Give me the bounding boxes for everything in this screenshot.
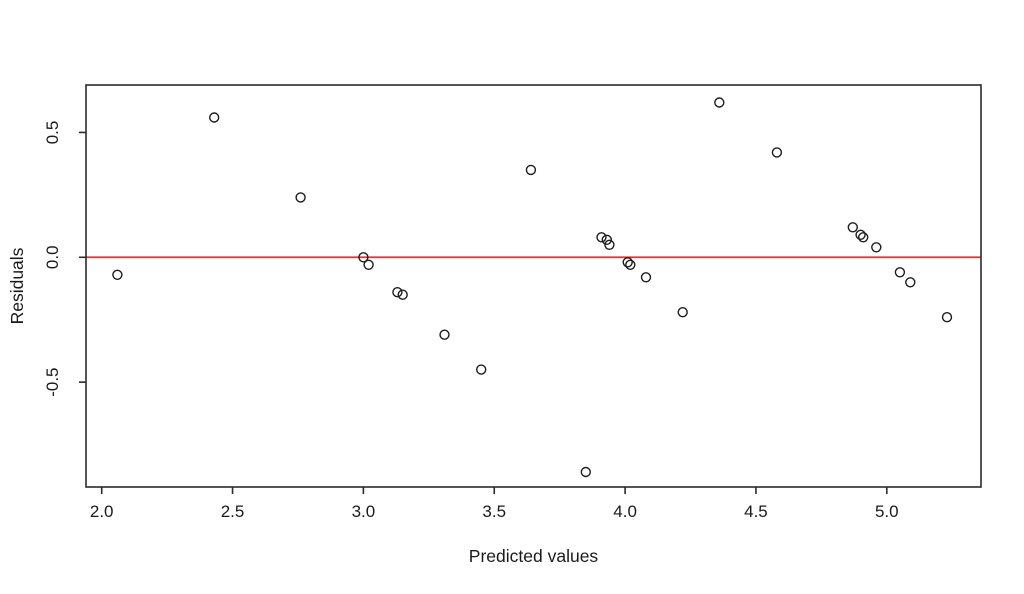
plot-border bbox=[85, 84, 982, 488]
y-tick-label: -0.5 bbox=[43, 367, 62, 396]
data-point bbox=[295, 192, 306, 203]
y-tick-label: 0.0 bbox=[43, 245, 62, 269]
data-point bbox=[358, 252, 369, 263]
data-point bbox=[397, 289, 408, 300]
data-point bbox=[847, 222, 858, 233]
data-point bbox=[363, 259, 374, 270]
x-tick-label: 3.0 bbox=[352, 502, 376, 521]
data-point bbox=[580, 466, 591, 478]
data-point bbox=[604, 239, 615, 251]
x-tick-label: 2.5 bbox=[221, 502, 245, 521]
data-point bbox=[677, 307, 688, 318]
data-point bbox=[208, 112, 220, 123]
x-tick-label: 4.0 bbox=[613, 502, 637, 521]
data-point bbox=[601, 234, 612, 246]
x-tick-label: 3.5 bbox=[482, 502, 506, 521]
data-point bbox=[625, 259, 636, 270]
data-point bbox=[771, 147, 783, 158]
x-tick-label: 2.0 bbox=[90, 502, 114, 521]
data-point bbox=[439, 329, 450, 340]
x-tick-label: 5.0 bbox=[875, 502, 899, 521]
data-point bbox=[905, 277, 916, 288]
y-tick-label: 0.5 bbox=[43, 121, 62, 145]
data-point bbox=[112, 269, 123, 280]
data-point bbox=[714, 97, 725, 108]
x-axis-title: Predicted values bbox=[469, 546, 599, 566]
y-axis-title: Residuals bbox=[7, 247, 27, 324]
data-point bbox=[855, 229, 866, 241]
data-point bbox=[941, 312, 953, 323]
data-point bbox=[894, 267, 906, 278]
data-point bbox=[640, 272, 652, 283]
data-point bbox=[871, 242, 882, 253]
data-point bbox=[858, 232, 869, 243]
data-point bbox=[525, 164, 537, 176]
data-point bbox=[622, 257, 633, 268]
data-point bbox=[476, 364, 487, 375]
data-point bbox=[392, 287, 403, 298]
data-point bbox=[596, 232, 607, 243]
x-tick-label: 4.5 bbox=[744, 502, 768, 521]
